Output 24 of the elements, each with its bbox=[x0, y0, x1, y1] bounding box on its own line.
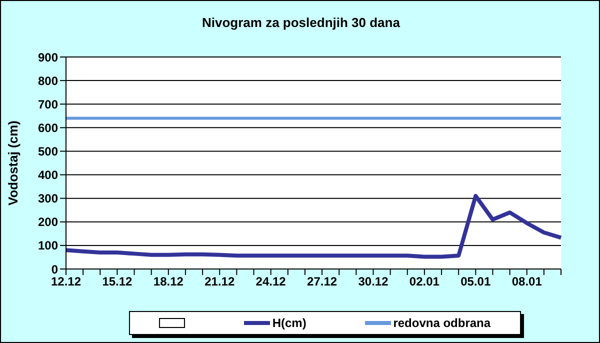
y-tick-label: 800 bbox=[38, 74, 58, 88]
x-tick-label: 02.01 bbox=[409, 274, 440, 289]
legend-label: H(cm) bbox=[271, 316, 306, 330]
x-tick-label: 15.12 bbox=[102, 274, 133, 289]
y-tick-label: 0 bbox=[51, 262, 58, 276]
x-tick-label: 18.12 bbox=[153, 274, 184, 289]
legend-label: redovna odbrana bbox=[392, 316, 491, 330]
y-tick-label: 200 bbox=[38, 215, 58, 230]
y-axis-title: Vodostaj (cm) bbox=[6, 120, 21, 206]
x-tick-label: 05.01 bbox=[460, 274, 491, 289]
y-tick-label: 900 bbox=[38, 50, 58, 64]
x-tick-label: 21.12 bbox=[204, 274, 235, 289]
y-tick-label: 400 bbox=[38, 168, 58, 182]
y-tick-label: 600 bbox=[38, 120, 58, 135]
y-tick-label: 700 bbox=[38, 97, 58, 112]
y-tick-label: 500 bbox=[38, 144, 58, 158]
x-tick-label: 08.01 bbox=[512, 274, 542, 289]
y-tick-label: 300 bbox=[38, 192, 58, 206]
chart-title: Nivogram za poslednjih 30 dana bbox=[201, 15, 401, 30]
x-tick-label: 27.12 bbox=[307, 274, 338, 289]
x-tick-label: 12.12 bbox=[50, 274, 82, 289]
x-tick-label: 30.12 bbox=[358, 274, 389, 289]
y-tick-label: 100 bbox=[38, 238, 58, 253]
x-tick-label: 24.12 bbox=[256, 274, 286, 289]
